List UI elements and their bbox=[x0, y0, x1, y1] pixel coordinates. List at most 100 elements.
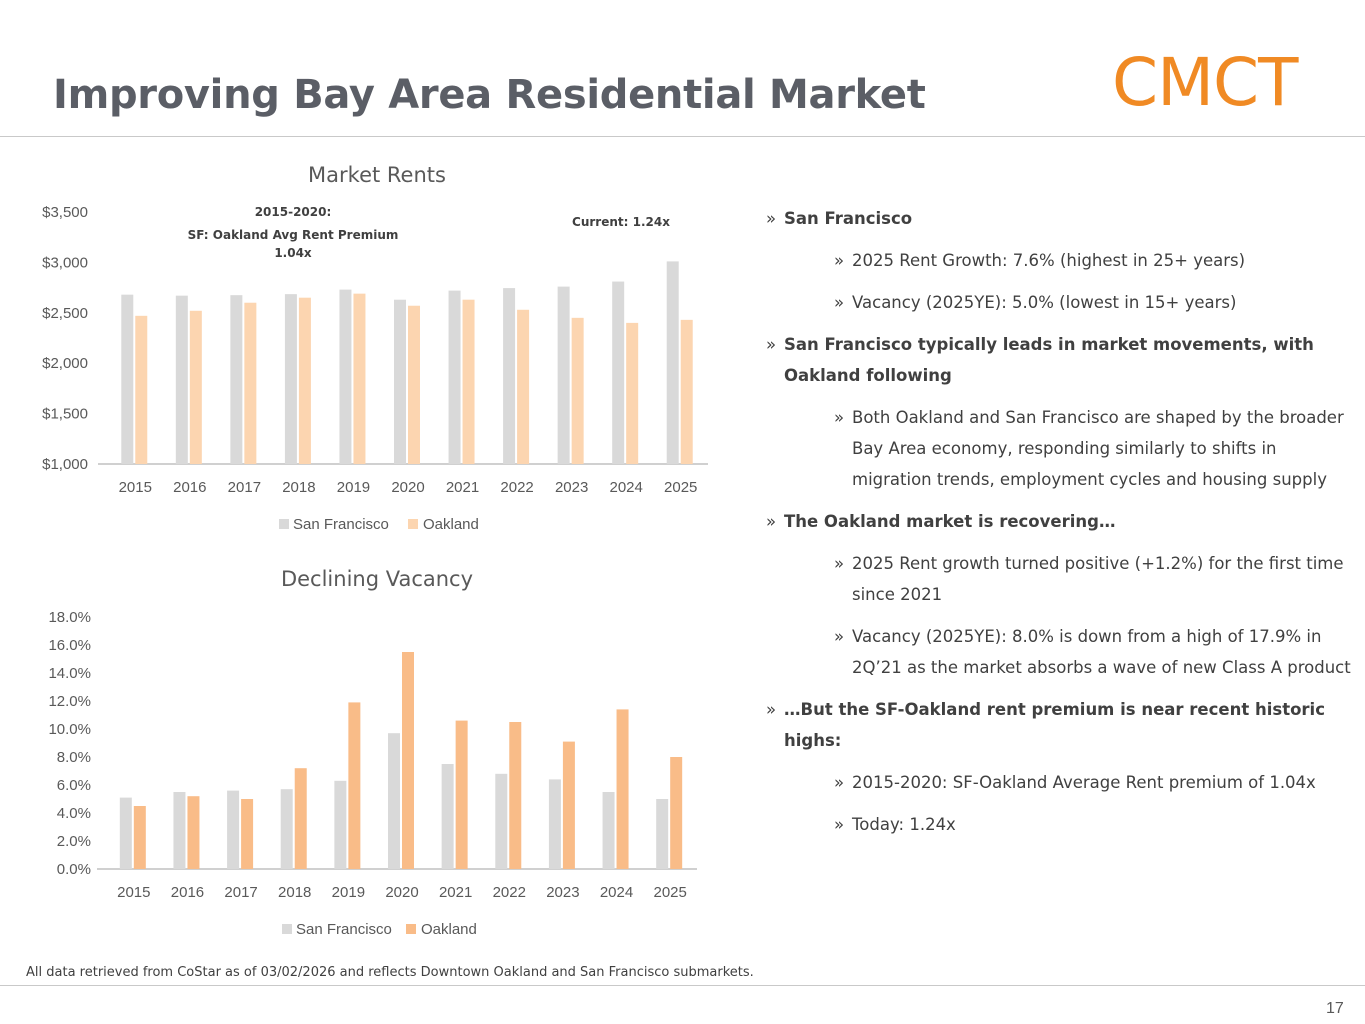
page-number: 17 bbox=[1326, 1000, 1344, 1017]
x-tick-label: 2023 bbox=[555, 479, 588, 496]
y-tick-label: 8.0% bbox=[57, 749, 91, 766]
x-tick-label: 2024 bbox=[600, 884, 633, 901]
bullet-marker: » bbox=[834, 408, 845, 427]
bullet-l1: » The Oakland market is recovering… bbox=[766, 506, 1356, 537]
bullet-l1: » San Francisco bbox=[766, 203, 1356, 234]
rent-premium-period-annotation: 2015-2020: bbox=[255, 205, 332, 219]
bar-san-francisco-2023 bbox=[548, 779, 561, 869]
bullet-marker: » bbox=[834, 627, 845, 646]
y-tick-label: $2,000 bbox=[42, 355, 88, 372]
bullet-l2: » Both Oakland and San Francisco are shap… bbox=[766, 402, 1356, 495]
bar-san-francisco-2021 bbox=[441, 764, 454, 869]
bullet-l2: » Vacancy (2025YE): 5.0% (lowest in 15+ y… bbox=[766, 287, 1356, 318]
bullet-l2: » Vacancy (2025YE): 8.0% is down from a h… bbox=[766, 621, 1356, 683]
bar-san-francisco-2022 bbox=[503, 288, 516, 464]
y-tick-label: $1,500 bbox=[42, 406, 88, 423]
bullet-l2: » 2015-2020: SF-Oakland Average Rent prem… bbox=[766, 767, 1356, 798]
bullet-l1: » San Francisco typically leads in market… bbox=[766, 329, 1356, 391]
x-tick-label: 2018 bbox=[278, 884, 311, 901]
bar-san-francisco-2015 bbox=[121, 294, 134, 464]
bullet-marker: » bbox=[834, 554, 845, 573]
bar-san-francisco-2018 bbox=[280, 789, 293, 869]
x-tick-label: 2022 bbox=[500, 479, 533, 496]
rent-premium-value-annotation: 1.04x bbox=[274, 246, 312, 260]
bar-san-francisco-2015 bbox=[119, 797, 132, 869]
bar-san-francisco-2021 bbox=[448, 290, 461, 464]
bar-oakland-2022 bbox=[517, 309, 530, 464]
x-tick-label: 2021 bbox=[439, 884, 472, 901]
y-tick-label: 4.0% bbox=[57, 805, 91, 822]
bar-oakland-2023 bbox=[562, 741, 575, 869]
footer-divider bbox=[0, 985, 1365, 986]
bar-oakland-2015 bbox=[135, 315, 148, 464]
legend-label-sf: San Francisco bbox=[296, 921, 392, 938]
bar-san-francisco-2020 bbox=[388, 733, 400, 869]
y-tick-label: 12.0% bbox=[48, 693, 91, 710]
legend-label-oakland: Oakland bbox=[423, 516, 479, 533]
y-tick-label: $1,000 bbox=[42, 456, 88, 473]
bar-oakland-2020 bbox=[408, 305, 420, 464]
bar-san-francisco-2020 bbox=[394, 299, 406, 464]
x-tick-label: 2015 bbox=[119, 479, 152, 496]
bullet-marker: » bbox=[834, 773, 845, 792]
bullet-l1: » …But the SF-Oakland rent premium is nea… bbox=[766, 694, 1356, 756]
bullet-marker: » bbox=[766, 209, 777, 228]
bar-san-francisco-2017 bbox=[230, 295, 243, 464]
bar-san-francisco-2019 bbox=[334, 780, 347, 869]
x-tick-label: 2022 bbox=[493, 884, 526, 901]
bar-san-francisco-2022 bbox=[495, 773, 508, 869]
bar-san-francisco-2025 bbox=[666, 261, 679, 464]
bullet-marker: » bbox=[834, 293, 845, 312]
x-tick-label: 2020 bbox=[385, 884, 418, 901]
bullet-marker: » bbox=[766, 335, 777, 354]
bar-san-francisco-2023 bbox=[557, 286, 570, 464]
x-tick-label: 2018 bbox=[282, 479, 315, 496]
bar-oakland-2019 bbox=[348, 702, 361, 869]
declining-vacancy-chart: Declining Vacancy 2015 2016 2017 2018 2019 20… bbox=[48, 567, 697, 938]
x-tick-label: 2023 bbox=[546, 884, 579, 901]
legend-swatch-sf bbox=[282, 924, 292, 934]
bar-san-francisco-2019 bbox=[339, 289, 352, 464]
source-footnote: All data retrieved from CoStar as of 03/… bbox=[26, 965, 754, 980]
bullet-l2: » 2025 Rent growth turned positive (+1.2%… bbox=[766, 548, 1356, 610]
bullet-marker: » bbox=[766, 700, 777, 719]
y-tick-label: 16.0% bbox=[48, 637, 91, 654]
declining-vacancy-legend: San Francisco Oakland bbox=[282, 921, 477, 938]
market-rents-chart: Market Rents 2015 2016 2017 2018 2019 2020 202… bbox=[42, 163, 708, 533]
bar-oakland-2017 bbox=[241, 799, 254, 869]
y-tick-label: 0.0% bbox=[57, 861, 91, 878]
bar-oakland-2018 bbox=[294, 768, 307, 869]
legend-swatch-oakland bbox=[408, 519, 418, 529]
x-tick-label: 2017 bbox=[224, 884, 257, 901]
y-tick-label: 10.0% bbox=[48, 721, 91, 738]
bar-oakland-2021 bbox=[455, 720, 468, 869]
market-rents-title: Market Rents bbox=[308, 163, 446, 187]
bar-oakland-2024 bbox=[616, 709, 629, 869]
bar-oakland-2024 bbox=[626, 322, 639, 464]
x-tick-label: 2021 bbox=[446, 479, 479, 496]
bar-oakland-2025 bbox=[680, 319, 693, 464]
x-tick-label: 2019 bbox=[337, 479, 370, 496]
y-tick-label: 18.0% bbox=[48, 609, 91, 626]
bar-san-francisco-2016 bbox=[173, 792, 186, 869]
x-tick-label: 2019 bbox=[332, 884, 365, 901]
legend-label-sf: San Francisco bbox=[293, 516, 389, 533]
x-tick-label: 2025 bbox=[664, 479, 697, 496]
bar-oakland-2019 bbox=[353, 293, 366, 464]
bar-oakland-2020 bbox=[402, 652, 414, 869]
x-tick-label: 2025 bbox=[653, 884, 686, 901]
x-tick-label: 2020 bbox=[391, 479, 424, 496]
legend-swatch-oakland bbox=[406, 924, 416, 934]
page-title: Improving Bay Area Residential Market bbox=[53, 72, 926, 118]
x-tick-label: 2016 bbox=[171, 884, 204, 901]
x-tick-label: 2015 bbox=[117, 884, 150, 901]
bullet-marker: » bbox=[766, 512, 777, 531]
bullet-marker: » bbox=[834, 251, 845, 270]
declining-vacancy-title: Declining Vacancy bbox=[281, 567, 473, 591]
bar-oakland-2025 bbox=[670, 757, 683, 869]
bar-oakland-2022 bbox=[509, 722, 522, 869]
y-tick-label: 14.0% bbox=[48, 665, 91, 682]
y-tick-label: $3,000 bbox=[42, 254, 88, 271]
bar-oakland-2018 bbox=[298, 297, 311, 464]
bar-san-francisco-2024 bbox=[612, 281, 625, 464]
